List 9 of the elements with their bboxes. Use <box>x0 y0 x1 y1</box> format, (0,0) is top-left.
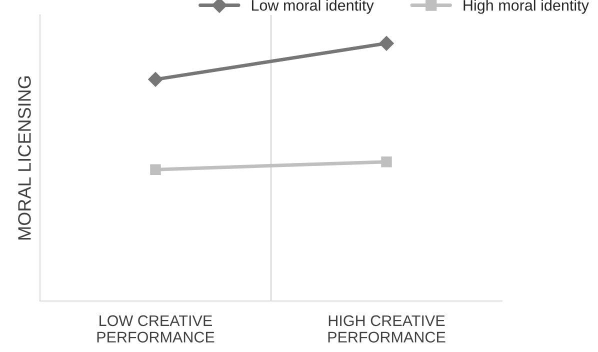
point <box>150 164 161 175</box>
y-axis-title: MORAL LICENSING <box>18 76 31 240</box>
x-tick-label: HIGH CREATIVE PERFORMANCE <box>328 315 446 343</box>
point <box>379 36 394 51</box>
point <box>148 72 163 87</box>
x-tick-label: LOW CREATIVE PERFORMANCE <box>97 315 214 343</box>
legend-label: Low moral identity <box>252 0 374 14</box>
legend-label: High moral identity <box>464 0 589 14</box>
point <box>381 156 392 168</box>
